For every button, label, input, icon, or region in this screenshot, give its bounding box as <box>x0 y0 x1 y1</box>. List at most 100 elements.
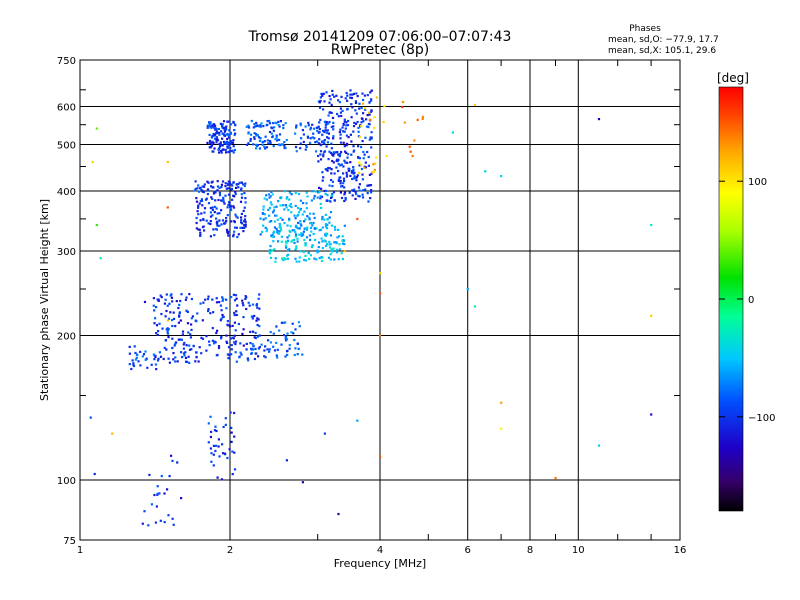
data-point <box>238 181 241 184</box>
data-point <box>155 306 158 309</box>
data-point <box>271 127 274 130</box>
data-point <box>269 141 272 144</box>
data-point <box>272 345 275 348</box>
data-point <box>229 325 232 328</box>
data-point <box>224 221 227 224</box>
data-point <box>290 205 293 209</box>
data-point <box>324 126 327 129</box>
data-point <box>200 199 204 202</box>
data-point <box>188 293 191 296</box>
data-point <box>233 129 236 132</box>
data-point <box>229 131 232 134</box>
data-point <box>352 125 356 128</box>
data-point <box>204 298 207 301</box>
data-point <box>367 126 370 129</box>
data-point <box>307 124 310 127</box>
data-point <box>319 228 323 231</box>
data-point <box>372 163 375 166</box>
data-point <box>247 142 250 145</box>
data-point <box>279 226 282 229</box>
data-point <box>242 328 245 331</box>
data-point <box>358 189 361 192</box>
data-point <box>263 355 266 358</box>
data-point <box>212 453 215 456</box>
data-point <box>195 200 199 203</box>
data-point <box>318 186 321 189</box>
data-point <box>281 257 284 260</box>
data-point <box>310 230 313 233</box>
data-point <box>343 118 346 121</box>
data-point <box>232 145 235 148</box>
data-point <box>291 229 294 232</box>
data-point <box>351 177 354 181</box>
data-point <box>252 344 255 347</box>
data-point <box>220 337 223 340</box>
data-point <box>322 153 325 156</box>
data-point <box>235 313 238 317</box>
data-point <box>342 165 345 168</box>
data-point <box>250 119 253 123</box>
data-point <box>330 168 333 171</box>
data-point <box>305 228 309 231</box>
data-point <box>256 134 259 137</box>
data-point <box>332 125 335 128</box>
data-point <box>150 363 153 366</box>
data-point <box>322 108 325 111</box>
data-point <box>299 208 302 211</box>
data-point <box>342 130 345 133</box>
data-point <box>288 248 291 251</box>
data-point <box>338 101 341 104</box>
data-point <box>343 186 346 189</box>
data-point <box>369 91 372 94</box>
data-point <box>272 240 275 243</box>
data-point <box>314 190 317 193</box>
data-point <box>358 135 361 138</box>
data-point <box>312 132 315 135</box>
data-point <box>339 191 342 194</box>
data-point <box>146 366 149 369</box>
data-point <box>316 249 319 252</box>
data-point <box>354 109 357 112</box>
data-point <box>301 481 304 484</box>
data-point <box>401 105 404 109</box>
data-point <box>205 335 208 338</box>
data-point <box>317 191 320 194</box>
plot-frame <box>79 59 681 541</box>
data-point <box>217 445 220 448</box>
data-point <box>215 222 218 225</box>
data-point <box>319 150 323 153</box>
data-point <box>352 92 355 95</box>
data-point <box>231 324 234 327</box>
data-point <box>263 140 267 143</box>
data-point <box>142 353 146 356</box>
data-point <box>227 134 230 137</box>
data-point <box>220 317 223 320</box>
data-point <box>233 226 237 229</box>
data-point <box>312 212 315 215</box>
data-point <box>230 208 233 212</box>
data-point <box>218 151 221 154</box>
data-point <box>330 172 333 175</box>
data-point <box>337 99 340 102</box>
data-point <box>230 353 233 356</box>
data-point <box>157 330 160 333</box>
data-point <box>234 329 237 332</box>
data-point <box>285 338 289 341</box>
data-point <box>370 89 373 92</box>
data-point <box>261 230 264 233</box>
data-point <box>233 468 237 471</box>
data-point <box>284 204 287 207</box>
data-point <box>312 197 316 200</box>
data-point <box>192 344 195 348</box>
data-point <box>257 318 260 321</box>
data-point <box>282 334 286 337</box>
data-point <box>232 206 236 209</box>
data-point <box>369 184 373 187</box>
data-point <box>288 229 291 232</box>
data-point <box>209 211 212 214</box>
data-point <box>208 133 211 136</box>
data-point <box>344 127 347 130</box>
data-point <box>230 431 233 434</box>
data-point <box>283 190 286 193</box>
data-point <box>294 145 298 149</box>
